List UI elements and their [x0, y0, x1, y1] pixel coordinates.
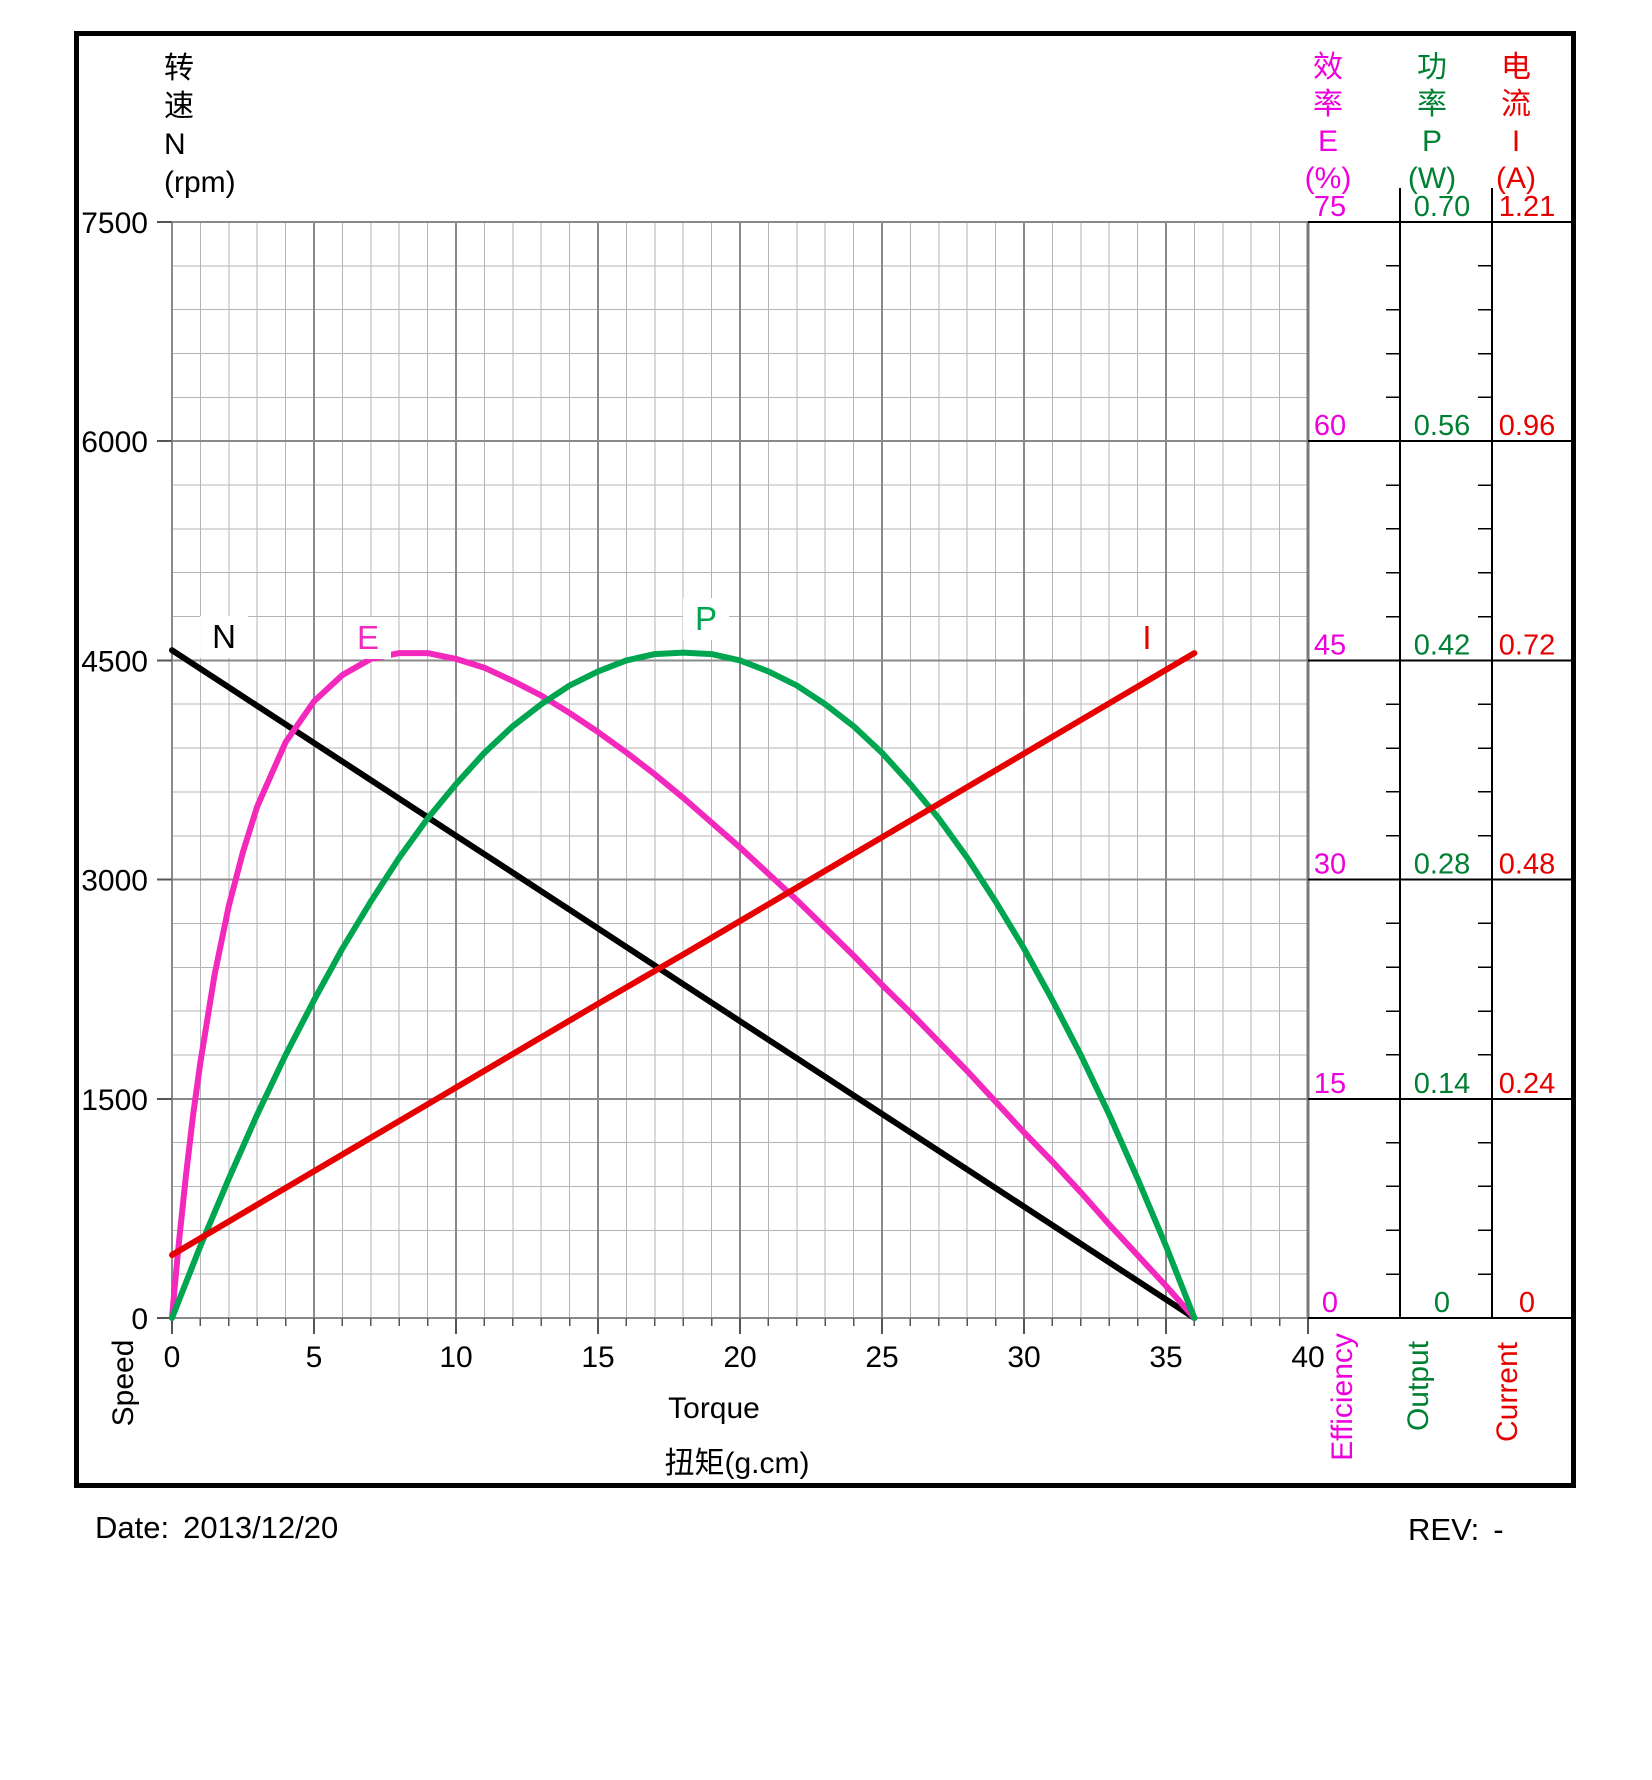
output-rotated-label: Output — [1402, 1340, 1435, 1432]
svg-text:0.56: 0.56 — [1414, 410, 1470, 442]
current-header-line: (A) — [1496, 162, 1536, 195]
svg-text:25: 25 — [865, 1341, 898, 1374]
efficiency-column-header: 效 率 E (%) — [1305, 49, 1352, 197]
svg-text:60: 60 — [1314, 410, 1346, 442]
left-axis-title-line: (rpm) — [164, 166, 236, 199]
svg-text:7500: 7500 — [81, 207, 148, 240]
curve-label-speed: N — [200, 616, 248, 658]
figure-border — [74, 31, 1576, 1488]
efficiency-header-line: E — [1317, 125, 1338, 158]
svg-text:15: 15 — [581, 1341, 614, 1374]
svg-text:35: 35 — [1149, 1341, 1182, 1374]
svg-text:0.96: 0.96 — [1499, 410, 1555, 442]
svg-text:10: 10 — [439, 1341, 472, 1374]
svg-text:75: 75 — [1314, 191, 1346, 223]
output-header-line: 率 — [1416, 88, 1447, 121]
svg-text:30: 30 — [1007, 1341, 1040, 1374]
speed-rotated-label: Speed — [107, 1339, 140, 1427]
svg-text:0: 0 — [164, 1341, 181, 1374]
date-line: Date: 2013/12/20 — [95, 1510, 338, 1546]
svg-text:45: 45 — [1314, 629, 1346, 661]
svg-text:0.48: 0.48 — [1499, 849, 1555, 881]
curve-label-efficiency: E — [344, 617, 392, 659]
svg-text:5: 5 — [306, 1341, 323, 1374]
x-axis-title-zh: 扭矩(g.cm) — [664, 1447, 810, 1480]
left-axis-title-line: 转 — [164, 52, 194, 85]
current-header-line: 流 — [1501, 88, 1531, 121]
x-axis-title-en: Torque — [668, 1392, 760, 1425]
left-axis-title-line: N — [164, 128, 186, 161]
date-label: Date: — [95, 1510, 170, 1545]
svg-text:30: 30 — [1314, 849, 1346, 881]
efficiency-header-line: (%) — [1304, 162, 1352, 195]
svg-text:20: 20 — [723, 1341, 756, 1374]
svg-text:15: 15 — [1314, 1068, 1346, 1100]
output-header-line: (W) — [1407, 162, 1457, 195]
svg-text:0.28: 0.28 — [1414, 849, 1470, 881]
current-column-header: 电 流 I (A) — [1496, 49, 1536, 197]
svg-text:0.72: 0.72 — [1499, 629, 1555, 661]
rev-label: REV: — [1408, 1512, 1480, 1547]
svg-text:0: 0 — [131, 1303, 148, 1336]
rev-line: REV: - — [1408, 1512, 1504, 1548]
current-header-line: 电 — [1501, 51, 1531, 84]
svg-text:0: 0 — [1434, 1287, 1450, 1319]
current-header-line: I — [1511, 125, 1521, 158]
left-axis-title: 转 速 N (rpm) — [164, 50, 236, 202]
date-value: 2013/12/20 — [183, 1510, 339, 1545]
svg-text:0.42: 0.42 — [1414, 629, 1470, 661]
current-rotated-label: Current — [1491, 1341, 1524, 1443]
svg-text:1500: 1500 — [81, 1084, 148, 1117]
svg-text:1.21: 1.21 — [1499, 191, 1555, 223]
efficiency-rotated-label: Efficiency — [1326, 1333, 1359, 1461]
svg-text:0.24: 0.24 — [1499, 1068, 1555, 1100]
svg-text:6000: 6000 — [81, 426, 148, 459]
svg-text:3000: 3000 — [81, 865, 148, 898]
svg-text:4500: 4500 — [81, 645, 148, 678]
output-column-header: 功 率 P (W) — [1408, 49, 1456, 197]
svg-text:0: 0 — [1322, 1287, 1338, 1319]
left-axis-title-line: 速 — [164, 90, 194, 123]
output-header-line: P — [1421, 125, 1443, 158]
efficiency-header-line: 效 — [1313, 51, 1343, 84]
svg-text:0.14: 0.14 — [1414, 1068, 1470, 1100]
output-header-line: 功 — [1416, 51, 1447, 84]
rev-value: - — [1493, 1512, 1504, 1547]
curve-label-output: P — [682, 598, 730, 640]
svg-text:0: 0 — [1519, 1287, 1535, 1319]
curve-label-current: I — [1130, 617, 1164, 659]
efficiency-header-line: 率 — [1313, 88, 1343, 121]
svg-text:40: 40 — [1291, 1341, 1324, 1374]
svg-text:0.70: 0.70 — [1414, 191, 1470, 223]
